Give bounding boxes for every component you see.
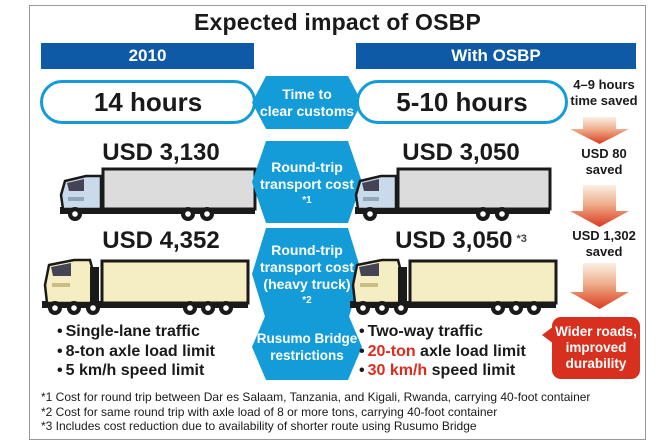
cost-saved-line2: saved [585, 162, 623, 177]
badge-line1: Wider roads, [555, 324, 637, 339]
cost-label-hexagon: Round-trip transport cost *1 [252, 141, 362, 223]
down-arrow-icon [570, 185, 629, 227]
list-item: 8-ton axle load limit [57, 342, 267, 362]
restrictions-2010-list: Single-lane traffic 8-ton axle load limi… [57, 322, 267, 381]
infographic-frame: Expected impact of OSBP 2010 With OSBP 1… [29, 5, 646, 440]
heavy-osbp-amount: USD 3,050 [395, 227, 513, 254]
heavy-saved-label: USD 1,302 saved [560, 228, 648, 260]
cost-saved-line1: USD 80 [581, 146, 627, 161]
footnote-1: *1 Cost for round trip between Dar es Sa… [41, 390, 591, 404]
footnotes: *1 Cost for round trip between Dar es Sa… [41, 390, 641, 434]
time-2010-value: 14 hours [40, 80, 256, 124]
list-item: 5 km/h speed limit [57, 361, 267, 381]
cost-osbp-value: USD 3,050 [402, 139, 520, 166]
list-item-highlight: 20-ton [367, 342, 416, 360]
list-item-text: speed limit [427, 362, 516, 379]
list-item: 30 km/h speed limit [359, 361, 569, 381]
list-item: Two-way traffic [359, 322, 569, 342]
heavy-truck-icon [350, 258, 558, 315]
list-item-text: axle load limit [415, 342, 526, 360]
time-label-line2: clear customs [259, 102, 355, 119]
box-truck-icon [59, 167, 257, 221]
badge-line3: durability [565, 356, 627, 371]
heavy-label-hexagon: Round-trip transport cost (heavy truck) … [252, 228, 362, 320]
heavy-footmark: *2 [302, 295, 312, 306]
time-osbp-value: 5-10 hours [356, 80, 568, 124]
bridge-label-line1: Rusumo Bridge [256, 331, 358, 346]
heavy-2010-value: USD 4,352 [102, 227, 220, 254]
heavy-label-line2: transport cost [259, 259, 355, 275]
time-label-hexagon: Time to clear customs [252, 76, 362, 129]
bridge-label-hexagon: Rusumo Bridge restrictions [252, 314, 362, 380]
bridge-label-line2: restrictions [270, 348, 344, 363]
cost-label-line1: Round-trip [271, 158, 343, 175]
list-item: 20-ton axle load limit [359, 342, 569, 362]
time-saved-label: 4–9 hours time saved [564, 77, 644, 109]
cost-label-line2: transport cost [259, 175, 355, 192]
time-saved-line2: time saved [570, 93, 638, 108]
column-header-with-osbp: With OSBP [356, 43, 636, 69]
down-arrow-icon [570, 263, 629, 309]
footnote-2: *2 Cost for same round trip with axle lo… [41, 404, 498, 419]
down-arrow-icon [570, 117, 629, 144]
list-item-text: Two-way traffic [367, 323, 483, 340]
list-item-highlight: 30 km/h [367, 362, 428, 379]
box-truck-icon [354, 167, 552, 221]
page-title: Expected impact of OSBP [193, 9, 482, 35]
heavy-osbp-value: USD 3,050 *3 [366, 227, 556, 255]
list-item: Single-lane traffic [57, 322, 267, 342]
time-label-line1: Time to [282, 85, 332, 102]
heavy-truck-icon [42, 258, 250, 315]
benefit-badge: Wider roads, improved durability [542, 317, 640, 379]
cost-2010-value: USD 3,130 [102, 139, 220, 166]
cost-saved-label: USD 80 saved [564, 146, 644, 178]
cost-footmark: *1 [302, 194, 312, 206]
footnote-3: *3 Includes cost reduction due to availa… [41, 419, 477, 433]
badge-tail-icon [542, 326, 554, 344]
heavy-saved-line2: saved [585, 244, 623, 259]
heavy-osbp-footmark: *3 [516, 233, 527, 245]
heavy-label-line3: (heavy truck) [263, 276, 351, 292]
badge-line2: improved [565, 340, 627, 355]
heavy-saved-line1: USD 1,302 [572, 228, 636, 243]
restrictions-osbp-list: Two-way traffic 20-ton axle load limit 3… [359, 322, 569, 381]
time-saved-line1: 4–9 hours [573, 77, 635, 92]
heavy-label-line1: Round-trip [271, 242, 343, 258]
column-header-2010: 2010 [41, 43, 254, 69]
